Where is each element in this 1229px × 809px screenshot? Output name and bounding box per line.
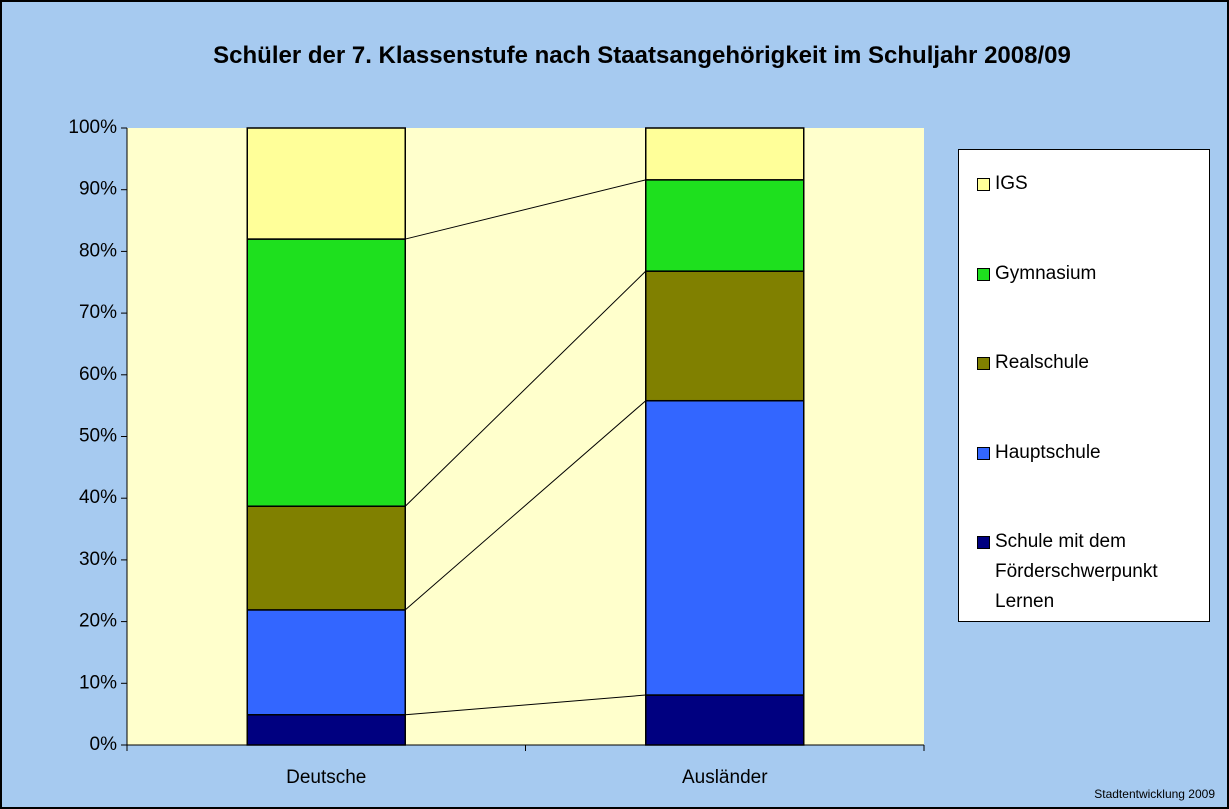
- bar-segment: [645, 694, 805, 746]
- series-line: [404, 270, 647, 507]
- bar-segment: [246, 238, 406, 507]
- series-line: [405, 179, 646, 240]
- bar-segment: [645, 270, 805, 402]
- legend-label: Realschule: [995, 352, 1089, 373]
- bar-segment: [645, 179, 805, 272]
- chart-title: Schüler der 7. Klassenstufe nach Staatsa…: [213, 42, 1071, 69]
- legend: Schule mit dem Förderschwerpunkt Lernen H…: [958, 149, 1210, 622]
- y-tick-label: 100%: [68, 117, 117, 138]
- legend-label: IGS: [995, 173, 1028, 194]
- bar-segment: [246, 505, 406, 611]
- y-tick-label: 40%: [79, 487, 117, 508]
- y-tick-label: 0%: [90, 734, 118, 755]
- series-line: [404, 400, 647, 611]
- y-tick-label: 60%: [79, 364, 117, 385]
- bar-segment: [246, 714, 406, 746]
- bar-segment: [246, 609, 406, 716]
- x-tick-label: Deutsche: [286, 767, 366, 788]
- x-tick-label: Ausländer: [682, 767, 768, 788]
- bar-segment: [645, 127, 805, 181]
- y-tick-label: 10%: [79, 672, 117, 693]
- y-tick-label: 80%: [79, 240, 117, 261]
- legend-swatch: [977, 536, 990, 549]
- y-tick-label: 90%: [79, 179, 117, 200]
- legend-swatch: [977, 446, 990, 460]
- bar-segment: [246, 127, 406, 240]
- legend-swatch: [977, 267, 990, 281]
- legend-swatch: [977, 178, 990, 191]
- footnote: Stadtentwicklung 2009: [1094, 787, 1215, 801]
- y-tick-label: 70%: [79, 302, 117, 323]
- series-line: [405, 694, 646, 716]
- legend-swatch: [977, 357, 990, 370]
- legend-label: Gymnasium: [995, 262, 1097, 284]
- y-tick-label: 50%: [79, 426, 117, 447]
- legend-label: Schule mit dem Förderschwerpunkt Lernen: [995, 531, 1158, 612]
- bar-segment: [645, 399, 805, 696]
- y-tick-label: 30%: [79, 549, 117, 570]
- y-tick-label: 20%: [79, 611, 117, 632]
- legend-label: Hauptschule: [995, 441, 1101, 463]
